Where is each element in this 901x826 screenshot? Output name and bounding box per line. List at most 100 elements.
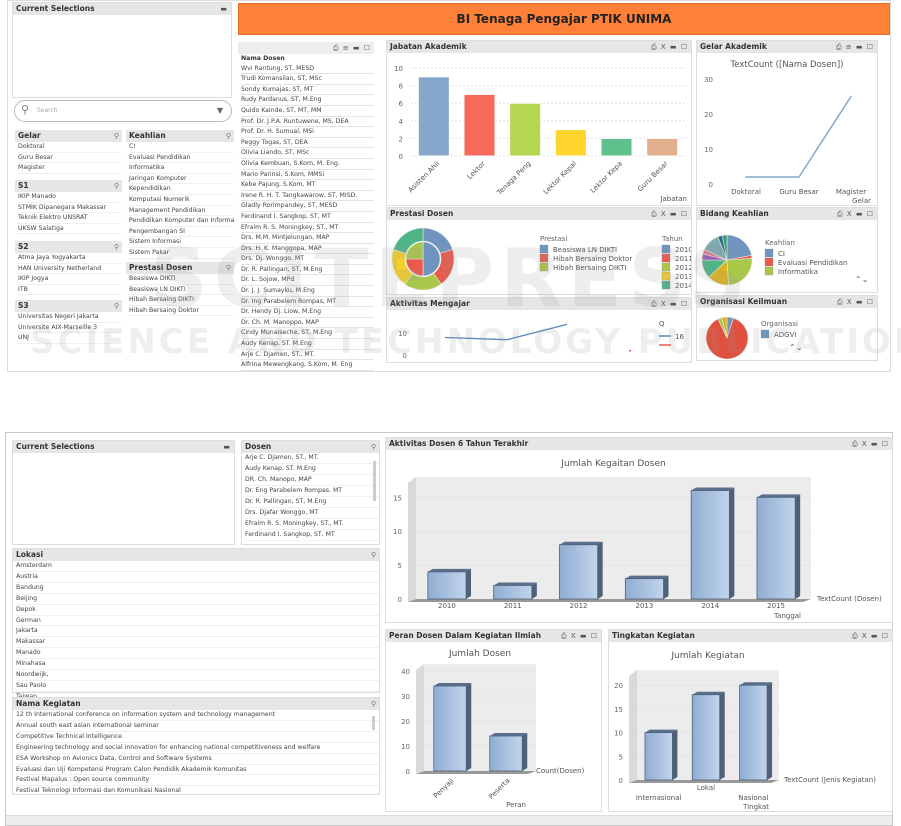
- list-item[interactable]: Amsterdam: [16, 561, 379, 572]
- search-input[interactable]: ⚲ Search ▼: [14, 100, 232, 122]
- list-item[interactable]: Austria: [16, 572, 379, 583]
- list-item[interactable]: Management Pendidikan: [129, 206, 234, 217]
- list-item[interactable]: Beasiswa LN DIKTI: [129, 285, 234, 296]
- list-item[interactable]: Olivia Liando, ST, MSc: [241, 148, 374, 159]
- list-item[interactable]: Annual south east asian international se…: [16, 721, 379, 732]
- panel-controls-icon[interactable]: ⎙ X ▬ ☐: [651, 300, 688, 308]
- list-item[interactable]: Makassar: [16, 637, 379, 649]
- chevron-down-icon[interactable]: ▼: [216, 106, 223, 115]
- search-icon[interactable]: ⚲: [370, 700, 376, 708]
- list-item[interactable]: Sondy Kumajas, ST, MT: [241, 85, 374, 96]
- list-item[interactable]: Evaluasi dan Uji Kompetensi Program Calo…: [16, 765, 379, 776]
- panel-controls-icon[interactable]: ⎙ X ▬ ☐: [651, 210, 688, 218]
- list-item[interactable]: Jaringan Komputer: [129, 174, 234, 185]
- list-item[interactable]: Festival Teknologi Informasi dan Komunik…: [16, 786, 379, 794]
- list-item[interactable]: Sau Paolo: [16, 681, 379, 692]
- list-item[interactable]: DR. Ch. Manopo, MAP: [245, 475, 379, 486]
- minimize-icon[interactable]: ▬: [223, 443, 231, 451]
- list-item[interactable]: Evaluasi Pendidikan: [129, 153, 234, 164]
- listbox-nama-kegiatan[interactable]: Nama Kegiatan ⚲ 12 th International confe…: [12, 697, 380, 795]
- list-item[interactable]: German: [16, 616, 379, 627]
- list-item[interactable]: Dr. Ch. M. Manoppo, MAP: [241, 318, 374, 329]
- list-item[interactable]: Hibah Bersaing Doktor: [129, 306, 234, 317]
- panel-controls-icon[interactable]: ⎙ X ▬ ☐: [561, 632, 598, 640]
- list-item[interactable]: Manado: [16, 648, 379, 660]
- listbox-prestasi[interactable]: Prestasi Dosen ⚲ Beasiswa DIKTI Beasiswa L…: [126, 262, 234, 317]
- list-item[interactable]: Prof. Dr. J.P.A. Runtuwene, MS, DEA: [241, 117, 374, 128]
- list-item[interactable]: Bandung: [16, 583, 379, 594]
- list-item[interactable]: Kependidikan: [129, 184, 234, 195]
- list-item[interactable]: Dr. J. J. Sumayku, M.Eng: [241, 286, 374, 297]
- scrollbar-vertical[interactable]: [373, 461, 376, 501]
- list-item[interactable]: Festival Mapalus : Open source community: [16, 775, 379, 787]
- panel-controls-icon[interactable]: ⎙ X ▬ ☐: [852, 632, 889, 640]
- search-icon[interactable]: ⚲: [370, 551, 376, 559]
- list-item[interactable]: ESA Workshop on Avionics Data, Control a…: [16, 754, 379, 765]
- list-item[interactable]: Pendidikan Komputer dan Informa: [129, 216, 234, 227]
- list-item[interactable]: UKSW Salatiga: [18, 224, 122, 235]
- listbox-gelar[interactable]: Gelar ⚲ Doktoral Guru Besar Magister: [15, 130, 122, 174]
- list-item[interactable]: Dr. Ing Parabelem Rompas, MT: [241, 297, 374, 308]
- list-item[interactable]: ITB: [18, 285, 122, 296]
- list-item[interactable]: 12 th International conference on inform…: [16, 710, 379, 721]
- list-item[interactable]: Universite AIX-Marseille 3: [18, 323, 122, 334]
- table-nama-dosen[interactable]: ⎙ ≡ ▬ ☐ Nama Dosen Wvi Rantung, ST, MESD…: [238, 42, 374, 371]
- list-item[interactable]: Irene R. H. T. Tangkawarow, ST, MISD.: [241, 191, 374, 202]
- listbox-dosen[interactable]: Dosen ⚲ Arje C. Djamen, ST., MT. Audy Kena…: [241, 440, 380, 545]
- list-item[interactable]: Dr. Eng Parabelem Rompas. MT: [245, 486, 379, 497]
- minimize-icon[interactable]: ▬: [220, 5, 228, 13]
- list-item[interactable]: Guru Besar: [18, 153, 122, 164]
- list-item[interactable]: Audy Kenap, ST. M.Eng: [245, 464, 379, 475]
- list-item[interactable]: Arje C. Djamen, ST., MT.: [241, 350, 374, 361]
- panel-controls-icon[interactable]: ⎙ X ▬ ☐: [837, 298, 874, 306]
- list-item[interactable]: Noordwijk,: [16, 670, 379, 681]
- list-item[interactable]: Gladly Rorimpandey, ST, MESD: [241, 201, 374, 212]
- list-item[interactable]: Magister: [18, 163, 122, 174]
- list-item[interactable]: Olivia Kembuan, S.Kom, M. Eng.: [241, 159, 374, 170]
- list-item[interactable]: Competitive Technical Intelligence: [16, 732, 379, 743]
- column-header[interactable]: Nama Dosen: [241, 55, 285, 62]
- list-item[interactable]: IKIP Manado: [18, 192, 122, 203]
- list-item[interactable]: Dr. R. Pallingan, ST, M.Eng: [245, 497, 379, 508]
- search-icon[interactable]: ⚲: [113, 132, 119, 140]
- list-item[interactable]: Hibah Bersaing DIKTI: [129, 295, 234, 306]
- list-item[interactable]: Kebe Pajung, S.Kom, MT: [241, 180, 374, 191]
- search-icon[interactable]: ⚲: [113, 243, 119, 251]
- list-item[interactable]: Beasiswa DIKTI: [129, 274, 234, 285]
- list-item[interactable]: Quido Kainde, ST, MT, MM: [241, 106, 374, 117]
- list-item[interactable]: Drs. Djafar Wonggo, MT: [245, 508, 379, 519]
- listbox-s3[interactable]: S3 ⚲ Universitas Negeri Jakarta Universite…: [15, 300, 122, 344]
- list-item[interactable]: UNJ: [18, 333, 122, 344]
- listbox-keahlian[interactable]: Keahlian ⚲ CI Evaluasi Pendidikan Informati…: [126, 130, 234, 259]
- list-item[interactable]: Cindy Munaiseche, ST, M.Eng: [241, 328, 374, 340]
- list-item[interactable]: Dr. Hendy Dj. Liow, M.Eng: [241, 307, 374, 318]
- list-item[interactable]: Dr. R. Pallingan, ST, M.Eng: [241, 265, 374, 276]
- list-item[interactable]: Peggy Togas, ST, DEA: [241, 138, 374, 149]
- list-item[interactable]: Informatika: [129, 163, 234, 174]
- panel-controls-icon[interactable]: ⎙ X ▬ ☐: [837, 210, 874, 218]
- list-item[interactable]: Atma Jaya Yogyakarta: [18, 253, 122, 264]
- search-icon[interactable]: ⚲: [113, 302, 119, 310]
- list-item[interactable]: Trudi Komansilan, ST, MSc: [241, 74, 374, 85]
- search-icon[interactable]: ⚲: [113, 182, 119, 190]
- list-item[interactable]: Sistem Pakar: [129, 248, 234, 259]
- listbox-s1[interactable]: S1 ⚲ IKIP Manado STMIK Dipanegara Makassar…: [15, 180, 122, 235]
- panel-controls-icon[interactable]: ⎙ ≡ ▬ ☐: [835, 43, 874, 51]
- list-item[interactable]: Efraim R. S. Moningkey, ST., MT: [241, 223, 374, 234]
- search-icon[interactable]: ⚲: [225, 132, 231, 140]
- list-item[interactable]: Jakarta: [16, 626, 379, 638]
- listbox-lokasi[interactable]: Lokasi ⚲ Amsterdam Austria Bandung Beijing De…: [12, 548, 380, 703]
- list-item[interactable]: IKIP Jogya: [18, 274, 122, 285]
- list-item[interactable]: Efraim R. S. Moningkey, ST., MT.: [245, 519, 379, 530]
- list-item[interactable]: Drs. M.M. Mintjelungan, MAP: [241, 233, 374, 244]
- list-item[interactable]: CI: [129, 142, 234, 153]
- panel-controls-icon[interactable]: ⎙ X ▬ ☐: [651, 43, 688, 51]
- list-item[interactable]: Engineering technology and social innova…: [16, 743, 379, 754]
- list-item[interactable]: Universitas Negeri Jakarta: [18, 312, 122, 323]
- list-item[interactable]: Ferdinand I. Sangkop, ST, MT: [241, 212, 374, 223]
- list-item[interactable]: Arje C. Djamen, ST., MT.: [245, 453, 379, 464]
- list-item[interactable]: Komputasi Numerik: [129, 195, 234, 206]
- list-item[interactable]: Ferdinand I. Sangkop, ST, MT: [245, 530, 379, 541]
- panel-controls-icon[interactable]: ⎙ X ▬ ☐: [852, 440, 889, 448]
- scrollbar-vertical[interactable]: [372, 716, 375, 730]
